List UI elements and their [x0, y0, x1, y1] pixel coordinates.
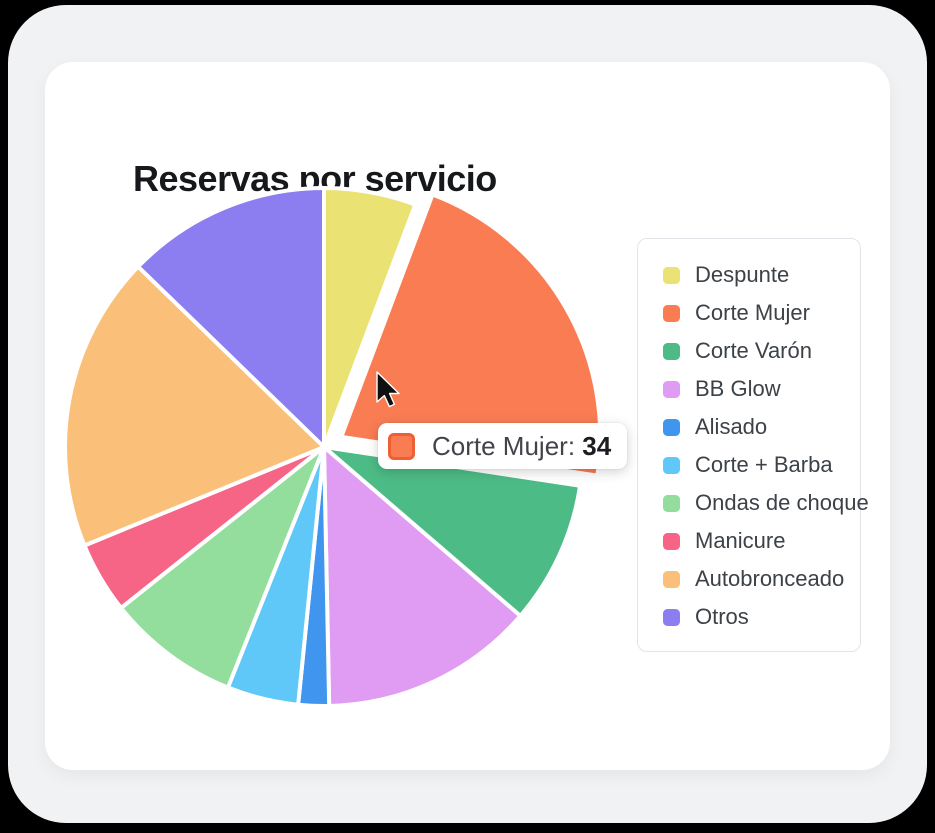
legend-label: Corte Varón: [695, 338, 812, 363]
legend-swatch-despunte: [663, 266, 680, 284]
legend-item-corte-var-n[interactable]: Corte Varón: [663, 332, 860, 370]
legend-item-otros[interactable]: Otros: [663, 598, 860, 636]
tooltip-label: Corte Mujer:: [432, 430, 576, 461]
pie-slice-ondas-de-choque[interactable]: [119, 445, 326, 690]
legend-item-alisado[interactable]: Alisado: [663, 408, 860, 446]
pie-slice-otros[interactable]: [136, 186, 326, 449]
legend-item-despunte[interactable]: Despunte: [663, 256, 860, 294]
chart-legend: Despunte Corte Mujer Corte Varón BB Glow Ali…: [637, 238, 869, 652]
legend-label: Despunte: [695, 262, 790, 287]
tooltip-text: Corte Mujer: 34: [432, 431, 611, 462]
pie-slice-corte-var-n[interactable]: [322, 445, 583, 618]
legend-item-manicure[interactable]: Manicure: [663, 522, 860, 560]
legend-label: Alisado: [695, 414, 768, 439]
pie-slice-bb-glow[interactable]: [322, 445, 523, 708]
legend-item-ondas-de-choque[interactable]: Ondas de choque: [663, 484, 869, 522]
legend-swatch-manicure: [663, 532, 680, 550]
legend-swatch-ondas-de-choque: [663, 494, 680, 512]
legend-label: Otros: [695, 604, 749, 629]
legend-swatch-alisado: [663, 418, 680, 436]
legend-item-corte-barba[interactable]: Corte + Barba: [663, 446, 860, 484]
pie-slice-autobronceado[interactable]: [63, 264, 326, 548]
legend-swatch-bb-glow: [663, 380, 680, 398]
legend-label: Corte + Barba: [695, 452, 833, 477]
legend-swatch-corte-var-n: [663, 342, 680, 360]
legend-swatch-otros: [663, 608, 680, 626]
legend-item-bb-glow[interactable]: BB Glow: [663, 370, 860, 408]
legend-item-autobronceado[interactable]: Autobronceado: [663, 560, 860, 598]
tooltip-value: 34: [582, 430, 612, 461]
legend-label: BB Glow: [695, 376, 781, 401]
mouse-cursor-icon: [376, 371, 400, 408]
legend-label: Ondas de choque: [695, 490, 869, 515]
legend-label: Corte Mujer: [695, 300, 810, 325]
legend-label: Manicure: [695, 528, 786, 553]
legend-item-corte-mujer[interactable]: Corte Mujer: [663, 294, 860, 332]
legend-swatch-corte-mujer: [663, 304, 680, 322]
tooltip-color-swatch: [388, 432, 415, 460]
legend-label: Autobronceado: [695, 566, 845, 591]
chart-tooltip: Corte Mujer: 34: [378, 423, 628, 469]
legend-swatch-autobronceado: [663, 570, 680, 588]
legend-swatch-corte-barba: [663, 456, 680, 474]
